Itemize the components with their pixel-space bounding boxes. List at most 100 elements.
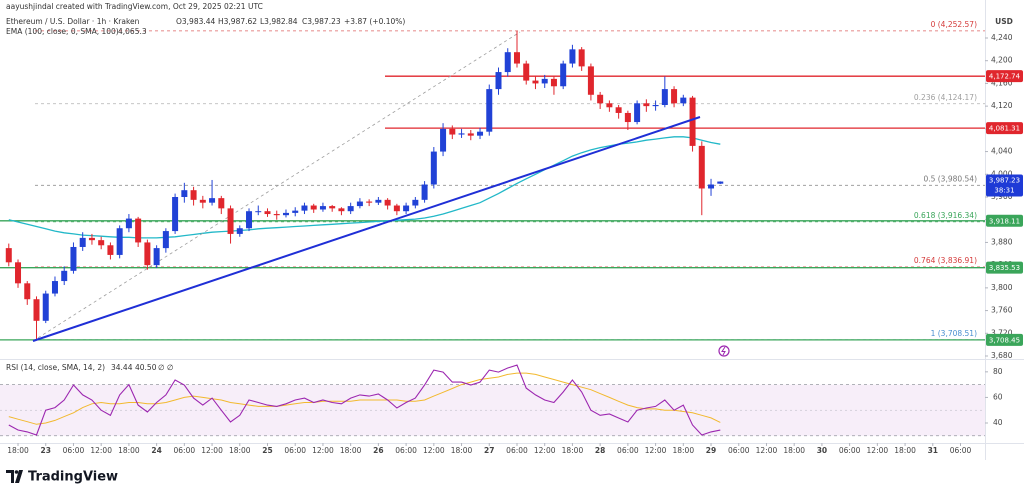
- rsi-y-tick-label: 80: [993, 367, 1003, 376]
- level-tag: [986, 70, 1023, 83]
- candle-body: [116, 228, 123, 255]
- candle-body: [643, 103, 650, 107]
- rsi-ma-line: [8, 372, 721, 425]
- candle-body: [227, 208, 234, 234]
- y-tick-label: 4,120: [991, 101, 1013, 110]
- candle-body: [717, 181, 724, 184]
- level-tag-label: 4,172.74: [989, 73, 1021, 81]
- y-tick-label: 4,160: [991, 78, 1013, 87]
- x-tick-label: 18:00: [562, 446, 584, 455]
- candle-body: [218, 198, 225, 209]
- rsi-y-tick-label: 60: [993, 392, 1003, 401]
- ohlc-low: L3,982.84: [260, 17, 298, 26]
- credit: aayushjindal created with TradingView.co…: [6, 2, 263, 11]
- candle-body: [560, 63, 567, 87]
- x-tick-label: 06:00: [63, 446, 85, 455]
- candle-body: [209, 198, 216, 203]
- candle-body: [403, 205, 410, 212]
- candle-body: [550, 78, 557, 87]
- x-tick-label: 06:00: [506, 446, 528, 455]
- candle-body: [495, 72, 502, 90]
- x-tick-label: 23: [41, 446, 51, 455]
- logo-dot: [14, 470, 19, 474]
- fib-diagonal: [32, 31, 521, 342]
- x-tick-label: 18:00: [340, 446, 362, 455]
- candle-body: [135, 218, 142, 243]
- candle-body: [172, 197, 179, 232]
- rsi-band: [0, 384, 985, 436]
- candle-body: [319, 206, 326, 210]
- candle-body: [107, 245, 114, 255]
- logo: [6, 470, 23, 483]
- candle-body: [264, 211, 271, 215]
- x-tick-label: 18:00: [229, 446, 251, 455]
- x-tick-label: 06:00: [728, 446, 750, 455]
- x-tick-label: 12:00: [312, 446, 334, 455]
- candle-body: [70, 246, 77, 271]
- fib-label: 0.236 (4,124.17): [914, 93, 977, 102]
- candle-body: [125, 218, 132, 229]
- candle-body: [440, 128, 447, 152]
- trend-line: [32, 116, 701, 342]
- logo-text: TradingView: [28, 470, 118, 485]
- candle-body: [61, 270, 68, 282]
- candle-body: [153, 248, 160, 266]
- fib-label: 1 (3,708.51): [931, 329, 977, 338]
- candle-body: [356, 201, 363, 207]
- level-tag: [986, 122, 1023, 135]
- candle-body: [199, 199, 206, 203]
- candle-body: [329, 206, 336, 209]
- x-tick-label: 29: [706, 446, 716, 455]
- y-tick-label: 3,680: [991, 351, 1013, 360]
- ema-value: 4,065.3: [118, 27, 147, 36]
- level-tag: [986, 261, 1023, 274]
- candle-body: [98, 240, 105, 246]
- ema-label: EMA (100, close, 0, SMA, 100): [6, 27, 119, 36]
- level-tag-label: 3,835.53: [989, 264, 1020, 272]
- level-tag: [986, 333, 1023, 346]
- x-tick-label: 06:00: [174, 446, 196, 455]
- x-tick-label: 12:00: [201, 446, 223, 455]
- candle-body: [680, 97, 687, 104]
- rsi-y-tick-label: 40: [993, 418, 1003, 427]
- candle-body: [51, 281, 58, 294]
- price-tag-label: 3,987.23: [989, 177, 1020, 185]
- ohlc-change: +3.87 (+0.10%): [344, 17, 405, 26]
- candle-body: [375, 199, 382, 203]
- candle-body: [486, 89, 493, 132]
- x-tick-label: 12:00: [534, 446, 556, 455]
- candle-body: [181, 190, 188, 198]
- x-tick-label: 18:00: [118, 446, 140, 455]
- level-tag-label: 4,081.31: [989, 125, 1020, 133]
- x-tick-label: 18:00: [783, 446, 805, 455]
- candle-body: [190, 190, 197, 200]
- x-tick-label: 24: [151, 446, 161, 455]
- candle-body: [33, 299, 40, 321]
- y-tick-label: 3,800: [991, 283, 1013, 292]
- candle-body: [689, 97, 696, 146]
- candle-body: [606, 103, 613, 108]
- event-icon-bolt: [721, 346, 726, 356]
- x-tick-label: 28: [595, 446, 605, 455]
- logo-mark: [6, 470, 23, 483]
- x-tick-label: 06:00: [950, 446, 972, 455]
- rsi-value: 34.44: [111, 363, 133, 372]
- fib-label: 0.5 (3,980.54): [923, 174, 977, 183]
- candle-body: [412, 199, 419, 206]
- candle-body: [236, 228, 243, 234]
- candle-body: [273, 214, 280, 216]
- axis-unit: USD: [995, 17, 1013, 26]
- candle-body: [523, 63, 530, 81]
- event-icon: [718, 345, 730, 357]
- x-tick-label: 12:00: [90, 446, 112, 455]
- candle-body: [15, 262, 22, 284]
- x-tick-label: 18:00: [451, 446, 473, 455]
- candle-body: [162, 231, 169, 249]
- candle-body: [624, 112, 631, 123]
- x-tick-label: 06:00: [395, 446, 417, 455]
- candle-body: [421, 184, 428, 200]
- x-tick-label: 18:00: [7, 446, 29, 455]
- candle-body: [88, 237, 95, 241]
